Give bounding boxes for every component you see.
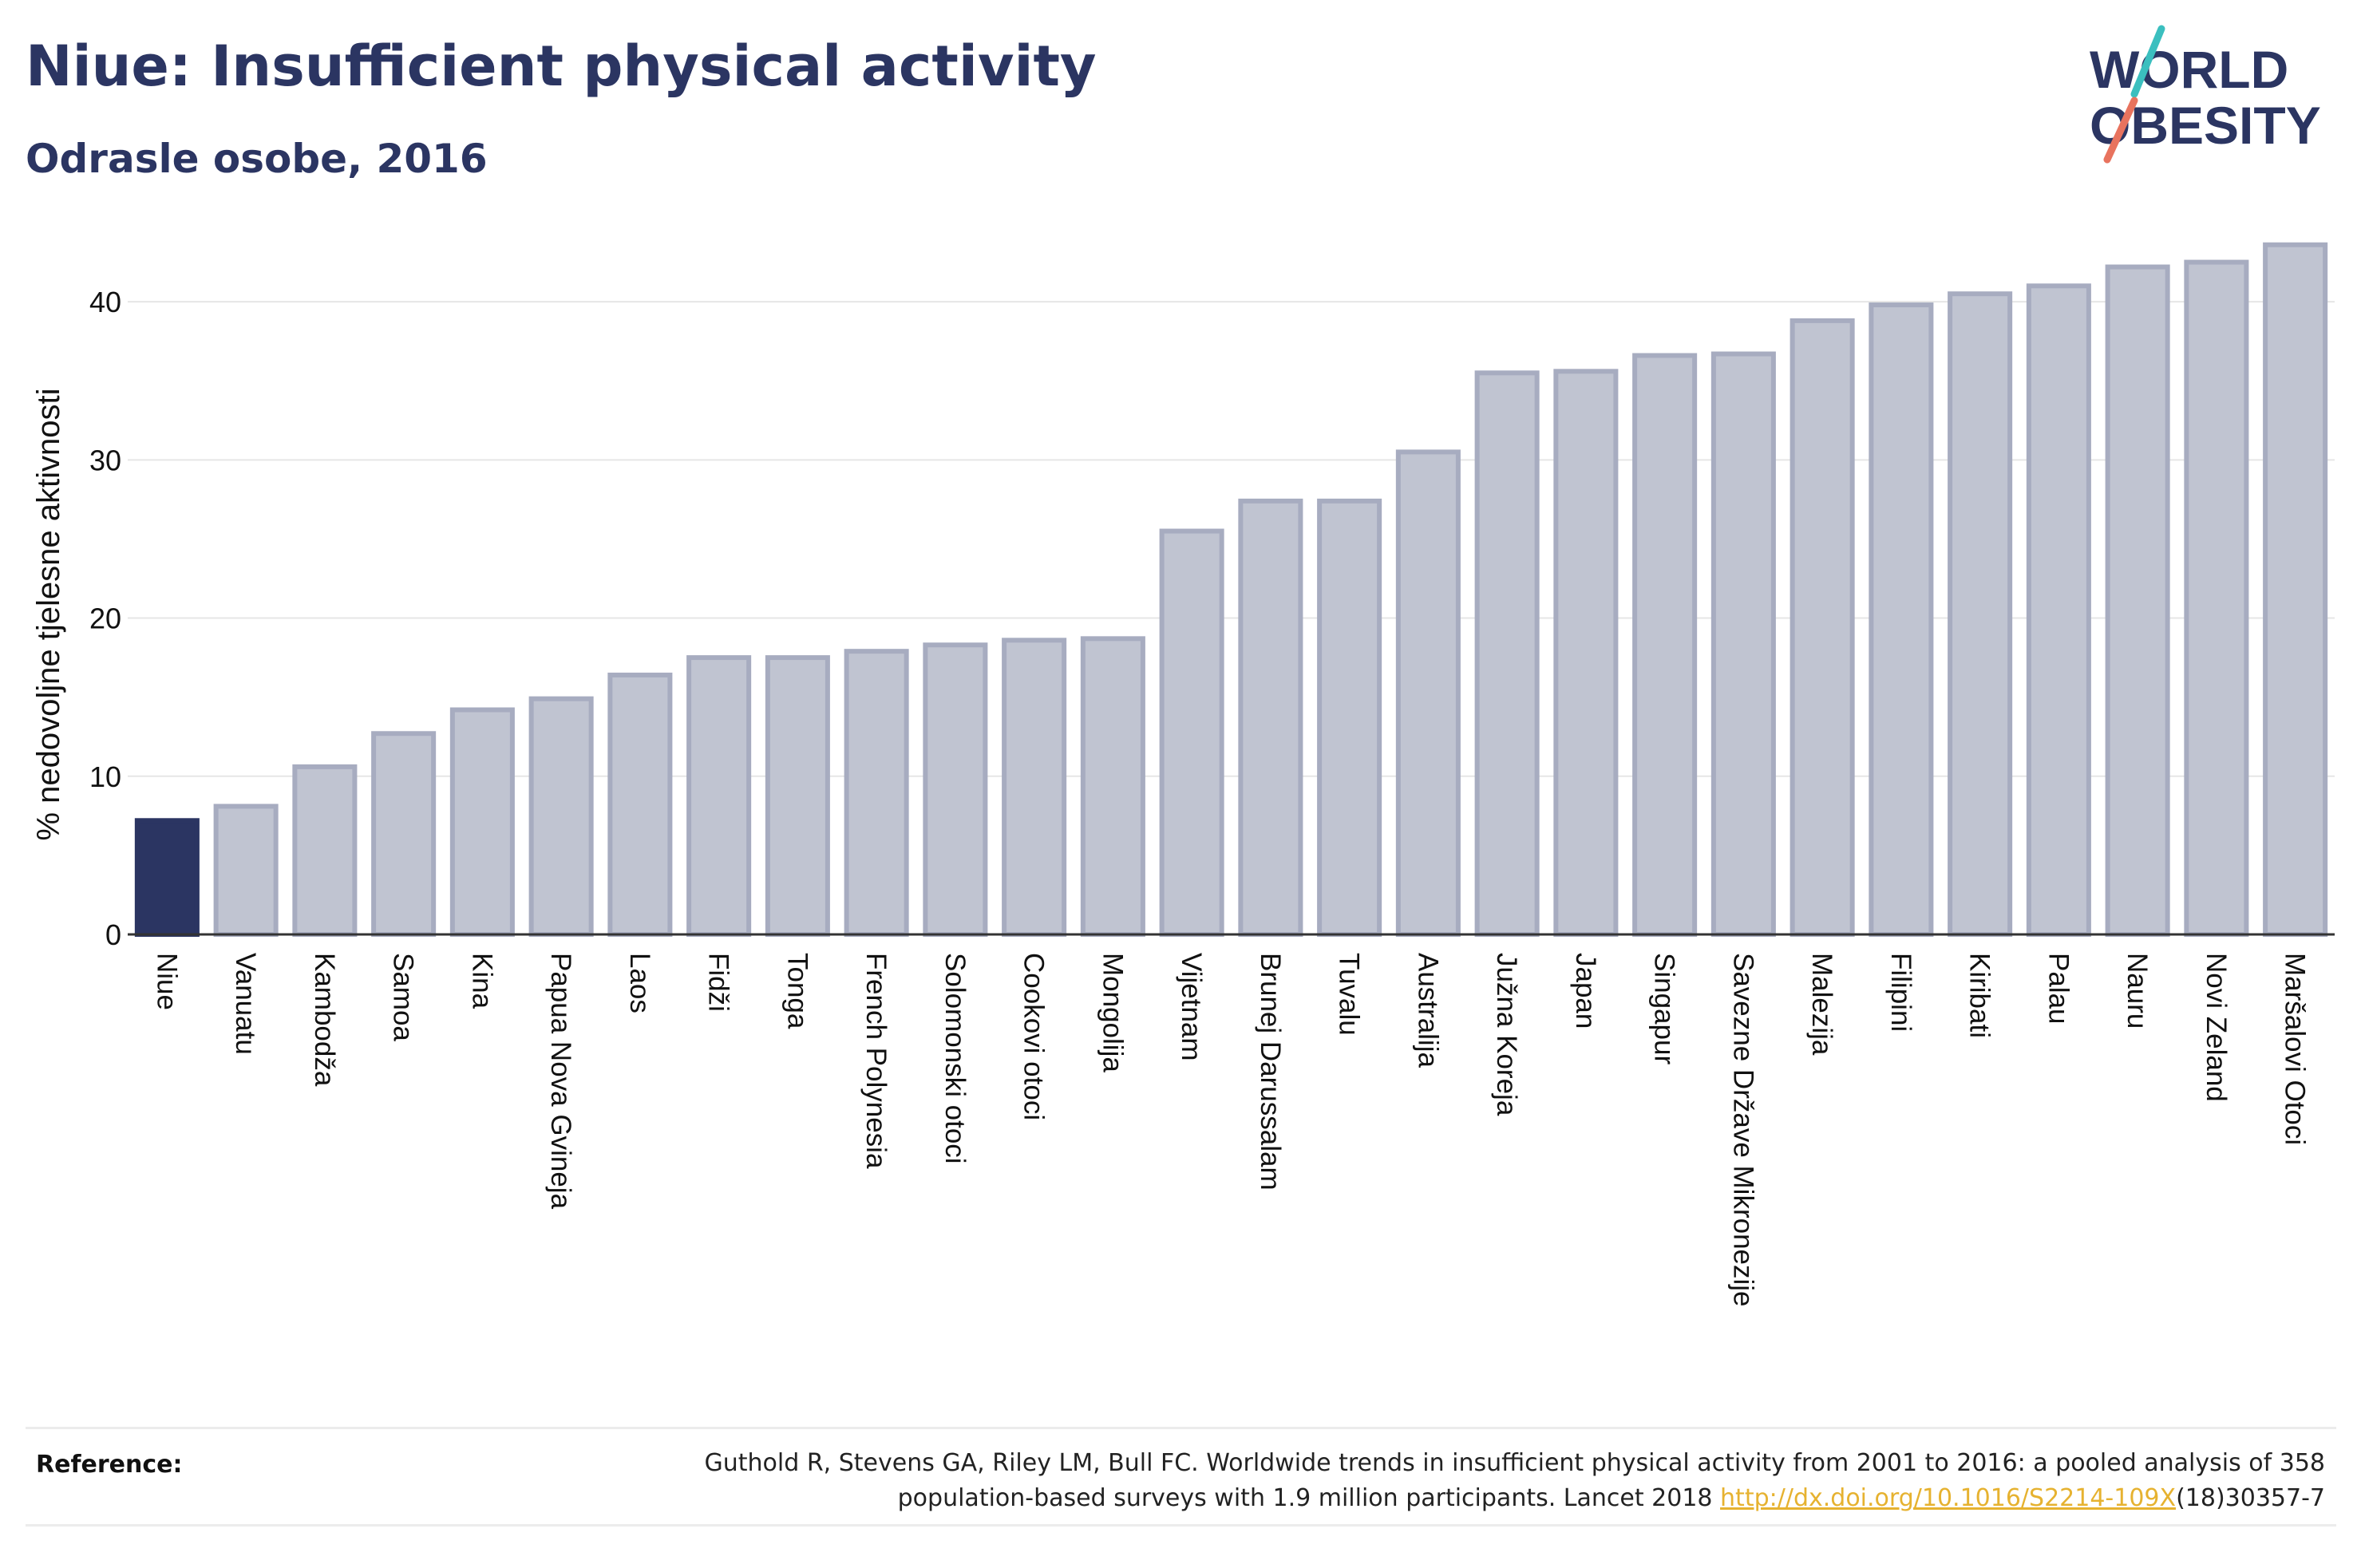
x-tick-label: Laos xyxy=(624,953,655,1013)
bar xyxy=(1395,449,1461,937)
y-axis-label: % nedovoljne tjelesne aktivnosti xyxy=(31,388,66,840)
bar xyxy=(2105,264,2170,938)
x-tick-label: Brunej Darussalam xyxy=(1255,953,1286,1191)
bar xyxy=(2026,283,2091,937)
x-tick-label: Vijetnam xyxy=(1176,953,1207,1061)
reference-doi-link[interactable]: http://dx.doi.org/10.1016/S2214-109X xyxy=(1720,1484,2177,1512)
logo-line-1: WORLD xyxy=(2090,40,2288,99)
x-tick-label: Filipini xyxy=(1885,953,1916,1032)
x-tick-label: Niue xyxy=(151,953,182,1010)
reference-label: Reference: xyxy=(36,1451,183,1479)
x-tick-label: Singapur xyxy=(1649,953,1680,1064)
bar xyxy=(1710,351,1776,938)
bar xyxy=(2184,259,2249,937)
bar xyxy=(686,655,752,937)
y-tick-label: 40 xyxy=(89,286,121,318)
logo-slash-coral xyxy=(2103,97,2138,164)
x-tick-label: Novi Zeland xyxy=(2201,953,2232,1102)
x-tick-label: Malezija xyxy=(1806,953,1837,1056)
y-tick-label: 30 xyxy=(89,444,121,476)
reference-line-1: Guthold R, Stevens GA, Riley LM, Bull FC… xyxy=(704,1449,2325,1477)
x-tick-label: Kambodža xyxy=(309,953,340,1087)
x-tick-label: Japan xyxy=(1570,953,1601,1029)
bar xyxy=(1948,291,2013,937)
x-tick-label: Solomonski otoci xyxy=(939,953,971,1164)
x-tick-label: French Polynesia xyxy=(860,953,892,1169)
bar xyxy=(765,655,830,937)
reference-text: Guthold R, Stevens GA, Riley LM, Bull FC… xyxy=(489,1446,2325,1516)
chart-title: Niue: Insufficient physical activity xyxy=(26,34,1097,99)
bars xyxy=(134,242,2328,938)
x-tick-label: Australija xyxy=(1412,953,1443,1068)
x-tick-label: Vanuatu xyxy=(230,953,261,1055)
x-tick-label: Savezne Države Mikronezije xyxy=(1727,953,1758,1307)
y-tick-labels: 0 10 20 30 40 xyxy=(89,286,121,951)
x-tick-labels: Niue Vanuatu Kambodža Samoa Kina Papua Nova G… xyxy=(151,953,2310,1307)
bar xyxy=(607,672,673,937)
y-tick-label: 0 xyxy=(105,918,121,951)
bar xyxy=(213,804,279,937)
logo-slash-teal xyxy=(2130,25,2165,98)
x-tick-label: Nauru xyxy=(2122,953,2153,1029)
bar xyxy=(1869,302,1934,937)
x-tick-label: Mongolija xyxy=(1097,953,1128,1072)
x-tick-label: Palau xyxy=(2043,953,2074,1025)
bar xyxy=(1002,638,1067,937)
bar xyxy=(134,818,200,938)
x-tick-label: Tonga xyxy=(781,953,813,1029)
bar xyxy=(1553,369,1619,937)
bar xyxy=(292,764,358,938)
y-tick-label: 20 xyxy=(89,602,121,635)
bar xyxy=(1159,528,1224,937)
bar xyxy=(1238,498,1303,937)
x-tick-label: Južna Koreja xyxy=(1491,953,1522,1116)
x-tick-label: Kina xyxy=(466,953,497,1009)
bar xyxy=(371,731,437,937)
x-tick-label: Tuvalu xyxy=(1334,953,1365,1036)
x-tick-label: Samoa xyxy=(388,953,419,1041)
x-tick-label: Maršalovi Otoci xyxy=(2280,953,2311,1145)
bar xyxy=(1080,636,1145,938)
chart-subtitle: Odrasle osobe, 2016 xyxy=(26,136,488,182)
bar xyxy=(1474,370,1540,937)
reference-line-2-start: population-based surveys with 1.9 millio… xyxy=(897,1484,1721,1512)
x-tick-label: Kiribati xyxy=(1964,953,1995,1038)
x-tick-label: Papua Nova Gvineja xyxy=(545,953,576,1210)
x-tick-label: Fidži xyxy=(703,953,734,1012)
bar xyxy=(1632,353,1698,937)
x-tick-label: Cookovi otoci xyxy=(1018,953,1050,1120)
reference-bottom-divider xyxy=(26,1524,2336,1527)
bar xyxy=(1317,498,1382,937)
reference-line-2-end: (18)30357-7 xyxy=(2176,1484,2325,1512)
bar xyxy=(2263,242,2328,937)
y-tick-label: 10 xyxy=(89,760,121,793)
world-obesity-logo: WORLD OBESITY xyxy=(2090,25,2321,164)
bar xyxy=(844,649,909,938)
bar xyxy=(528,696,594,937)
reference-top-divider xyxy=(26,1427,2336,1429)
bar xyxy=(1790,318,1855,937)
bar xyxy=(923,642,988,938)
bar xyxy=(449,707,515,937)
